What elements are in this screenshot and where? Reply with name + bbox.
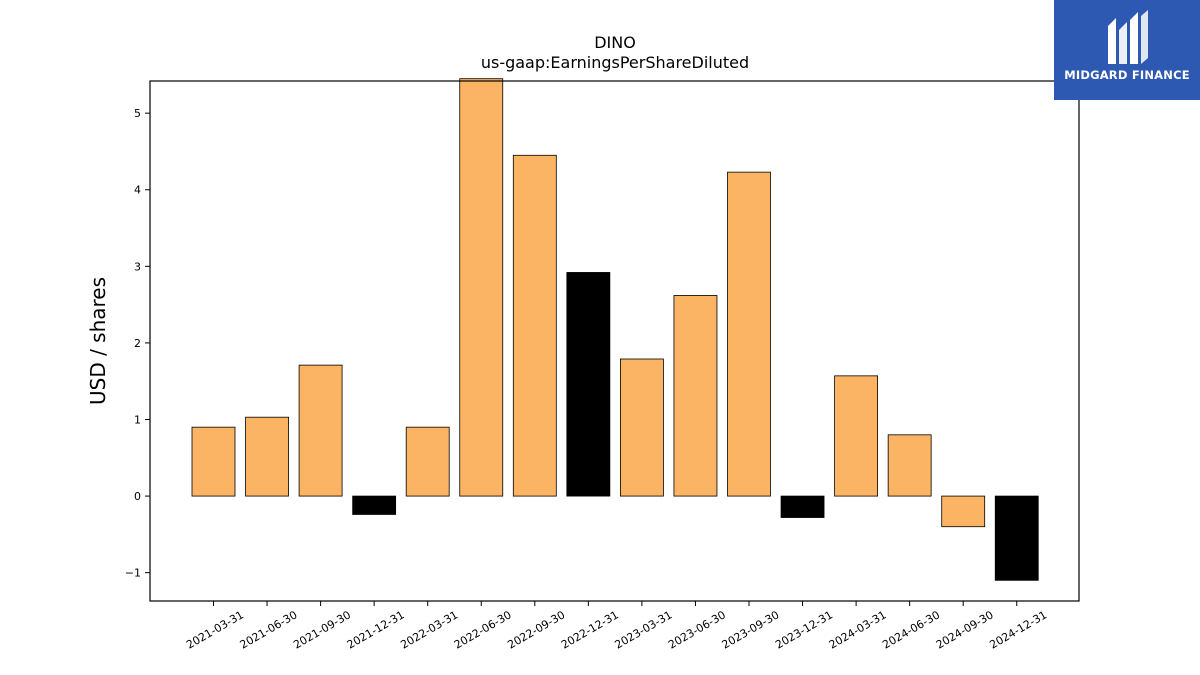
x-tick-label: 2022-09-30 — [505, 608, 567, 651]
bar-2023-03-31 — [620, 358, 664, 497]
x-tick-label: 2024-12-31 — [987, 608, 1049, 651]
bar-2021-03-31 — [191, 426, 236, 497]
midgard-logo-icon — [1108, 10, 1148, 64]
x-tick-label: 2021-12-31 — [345, 608, 407, 651]
y-tick-label: 1 — [134, 413, 141, 426]
y-tick-label: −1 — [125, 567, 141, 580]
bar-2021-09-30 — [298, 364, 343, 497]
x-tick-label: 2021-03-31 — [184, 608, 246, 651]
x-tick-label: 2021-06-30 — [238, 608, 300, 651]
y-tick-label: 4 — [134, 184, 141, 197]
bars-group — [191, 78, 1039, 581]
bar-2024-03-31 — [834, 375, 878, 497]
bar-2022-12-31 — [566, 272, 611, 497]
bar-2022-06-30 — [459, 78, 504, 497]
x-tick-label: 2022-12-31 — [559, 608, 621, 651]
y-tick-label: 3 — [134, 260, 141, 273]
bar-2021-12-31 — [352, 495, 397, 515]
y-tick-label: 2 — [134, 337, 141, 350]
bar-2024-09-30 — [941, 495, 986, 528]
plot-frame — [149, 80, 1080, 602]
y-tick-label: 0 — [134, 490, 141, 503]
bar-2021-06-30 — [245, 416, 289, 497]
x-axis-ticks: 2021-03-312021-06-302021-09-302021-12-31… — [184, 601, 1049, 652]
bar-2022-03-31 — [405, 426, 450, 497]
brand-logo: MIDGARD FINANCE — [1054, 0, 1200, 100]
x-tick-label: 2023-09-30 — [720, 608, 782, 651]
chart-subtitle: us-gaap:EarningsPerShareDiluted — [481, 53, 749, 72]
y-tick-label: 5 — [134, 107, 141, 120]
bar-2024-12-31 — [994, 495, 1039, 581]
x-tick-label: 2022-03-31 — [398, 608, 460, 651]
y-axis-label: USD / shares — [86, 277, 110, 405]
x-tick-label: 2023-06-30 — [666, 608, 728, 651]
y-axis-ticks: −1 0 1 2 3 4 5 — [125, 107, 150, 580]
x-tick-label: 2022-06-30 — [452, 608, 514, 651]
x-tick-label: 2024-06-30 — [880, 608, 942, 651]
x-tick-label: 2024-03-31 — [827, 608, 889, 651]
bar-2022-09-30 — [512, 154, 557, 497]
x-tick-label: 2024-09-30 — [934, 608, 996, 651]
x-tick-label: 2023-03-31 — [613, 608, 675, 651]
x-tick-label: 2021-09-30 — [291, 608, 353, 651]
x-tick-label: 2023-12-31 — [773, 608, 835, 651]
chart-title: DINO — [594, 33, 636, 52]
bar-2024-06-30 — [887, 434, 932, 497]
brand-name: MIDGARD FINANCE — [1064, 68, 1190, 82]
bar-2023-09-30 — [727, 171, 771, 497]
bar-2023-12-31 — [780, 495, 825, 518]
bar-2023-06-30 — [673, 295, 718, 497]
